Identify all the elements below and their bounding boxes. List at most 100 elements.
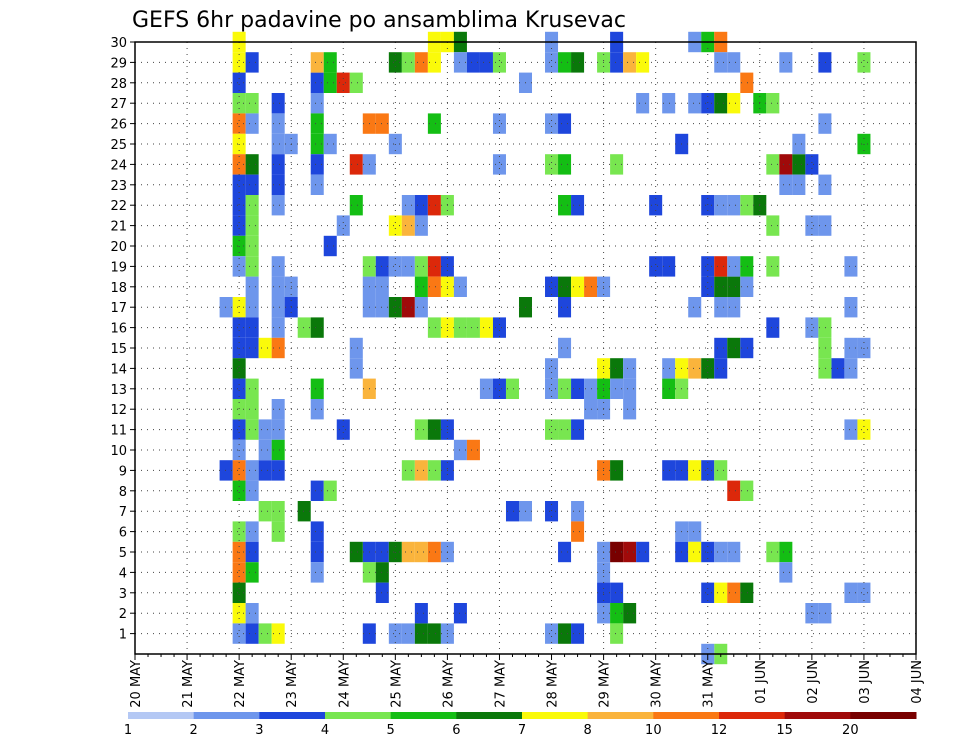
heat-cell [766, 256, 780, 277]
heat-cell [271, 113, 285, 134]
colorbar-swatch [653, 712, 720, 719]
heat-cell [766, 541, 780, 563]
heat-cell [245, 521, 259, 542]
heat-cell [271, 521, 285, 542]
heat-cell [245, 215, 259, 236]
heat-cell [453, 276, 467, 297]
heat-cell [610, 52, 624, 73]
heat-cell [545, 358, 559, 379]
heat-cell [427, 419, 441, 440]
heat-cell [610, 460, 624, 481]
heat-cell [245, 480, 259, 501]
colorbar-swatch [456, 712, 523, 719]
heat-cell [714, 337, 728, 359]
colorbar-label: 20 [842, 723, 859, 738]
y-tick-label: 17 [110, 301, 127, 316]
heat-cell [623, 541, 637, 563]
heat-cell [688, 297, 702, 318]
y-tick-label: 21 [110, 220, 127, 235]
heat-cell [297, 317, 311, 338]
heat-cell [271, 276, 285, 297]
heat-cell [844, 419, 858, 440]
heat-cell [492, 378, 506, 399]
heat-cell [271, 195, 285, 216]
heat-cell [271, 399, 285, 420]
heat-cell [623, 378, 637, 399]
y-tick-label: 6 [119, 526, 127, 541]
heat-cell [310, 541, 324, 563]
heat-cell [401, 195, 415, 216]
heat-cell [545, 419, 559, 440]
heat-cell [727, 541, 741, 563]
heat-cell [584, 276, 598, 297]
heat-cell [232, 297, 246, 318]
heat-cell [258, 337, 272, 359]
heat-cell [792, 154, 806, 175]
heat-cell [727, 480, 741, 501]
colorbar-label: 15 [776, 723, 793, 738]
heat-cell [779, 541, 793, 563]
heat-cell [662, 256, 676, 277]
heat-cell [701, 93, 715, 114]
heat-cell [310, 521, 324, 542]
colorbar-label: 8 [584, 723, 592, 738]
heat-cell [610, 541, 624, 563]
heat-cell [414, 256, 428, 277]
x-axis: 20 MAY 21 MAY 22 MAY 23 MAY 24 MAY 25 MAY 26 M… [129, 654, 925, 708]
heat-cell [492, 317, 506, 338]
heat-cell [232, 256, 246, 277]
heat-cell [323, 480, 337, 501]
heat-cell [844, 256, 858, 277]
heat-cell [310, 52, 324, 73]
heat-cell [297, 501, 311, 522]
heat-cell [310, 480, 324, 501]
colorbar-swatch [587, 712, 654, 719]
heat-cell [584, 399, 598, 420]
x-tick-label: 22 MAY [233, 660, 248, 708]
heat-cell [701, 582, 715, 603]
heat-cell [232, 52, 246, 73]
heat-cell [427, 52, 441, 73]
heat-cell [310, 113, 324, 134]
colorbar-label: 7 [518, 723, 526, 738]
heat-cell [688, 358, 702, 379]
heat-cell [818, 174, 832, 195]
heat-cell [375, 297, 389, 318]
heat-cell [714, 358, 728, 379]
y-tick-label: 19 [110, 260, 127, 275]
y-tick-label: 25 [110, 138, 127, 153]
heat-cell [375, 582, 389, 603]
heat-cell [388, 52, 402, 73]
heat-cell [232, 562, 246, 583]
heat-cell [349, 541, 363, 563]
heat-cell [844, 297, 858, 318]
heat-cell [857, 419, 871, 440]
heat-cell [323, 52, 337, 73]
heat-cell [727, 582, 741, 603]
heat-cell [245, 419, 259, 440]
x-tick-label: 03 JUN [858, 660, 873, 704]
heat-cell [232, 72, 246, 93]
heat-cell [245, 623, 259, 644]
y-tick-label: 5 [119, 546, 127, 561]
heat-cell [545, 501, 559, 522]
colorbar-swatch [719, 712, 786, 719]
heat-cell [701, 460, 715, 481]
heat-cell [375, 541, 389, 563]
heat-cell [401, 297, 415, 318]
heat-cell [232, 623, 246, 644]
chart-title: GEFS 6hr padavine po ansamblima Krusevac [132, 8, 626, 33]
heat-cell [844, 358, 858, 379]
heat-cell [336, 419, 350, 440]
heat-cell [401, 460, 415, 481]
colorbar-swatch [259, 712, 326, 719]
heat-cell [545, 154, 559, 175]
heat-cell [453, 603, 467, 624]
heat-cell [571, 378, 585, 399]
heat-cell [245, 52, 259, 73]
heat-cell [492, 154, 506, 175]
heat-cell [818, 113, 832, 134]
y-tick-label: 7 [119, 505, 127, 520]
x-tick-label: 25 MAY [389, 660, 404, 708]
heat-cell [714, 582, 728, 603]
